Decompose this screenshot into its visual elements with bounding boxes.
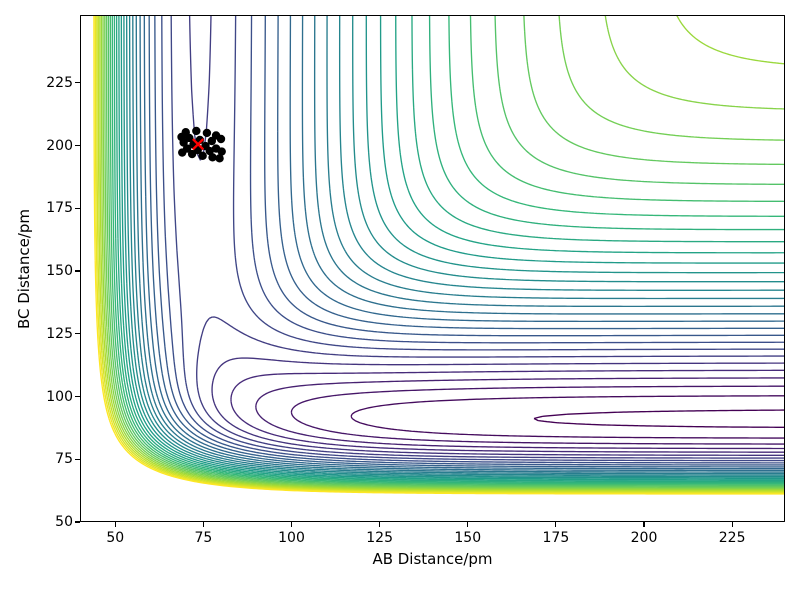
contour-plot-canvas (80, 15, 785, 522)
x-tick-label: 100 (278, 530, 305, 546)
x-tick-mark (643, 522, 645, 527)
y-tick-label: 150 (46, 263, 73, 279)
y-tick-label: 50 (55, 514, 73, 530)
y-tick-mark (75, 144, 80, 147)
y-tick-label: 75 (55, 451, 73, 468)
y-tick-label: 100 (46, 388, 73, 405)
x-tick-mark (114, 522, 116, 527)
y-tick-mark (75, 207, 80, 209)
y-tick-label: 200 (46, 137, 73, 154)
x-tick-mark (467, 522, 469, 527)
y-axis-label-container: BC Distance/pm (2, 15, 46, 522)
x-tick-mark (290, 522, 293, 527)
y-tick-mark (75, 458, 80, 460)
x-tick-mark (555, 522, 557, 527)
x-tick-label: 75 (194, 530, 213, 546)
x-tick-label: 125 (366, 530, 393, 546)
y-tick-mark (75, 82, 80, 84)
x-tick-mark (202, 522, 204, 527)
x-tick-label: 150 (454, 530, 482, 546)
x-axis-label: AB Distance/pm (372, 550, 493, 568)
y-tick-mark (75, 333, 80, 335)
x-tick-label: 200 (630, 530, 658, 546)
x-tick-mark (379, 522, 381, 527)
y-axis-label: BC Distance/pm (15, 208, 34, 329)
x-tick-label: 50 (106, 530, 125, 546)
y-tick-mark (75, 521, 80, 523)
x-tick-label: 175 (542, 530, 570, 546)
y-tick-label: 225 (46, 74, 73, 91)
y-tick-mark (75, 270, 80, 272)
x-tick-mark (731, 522, 733, 527)
x-tick-label: 225 (718, 530, 746, 546)
y-tick-mark (75, 395, 80, 398)
y-tick-label: 175 (46, 200, 73, 217)
y-tick-label: 125 (46, 325, 73, 342)
